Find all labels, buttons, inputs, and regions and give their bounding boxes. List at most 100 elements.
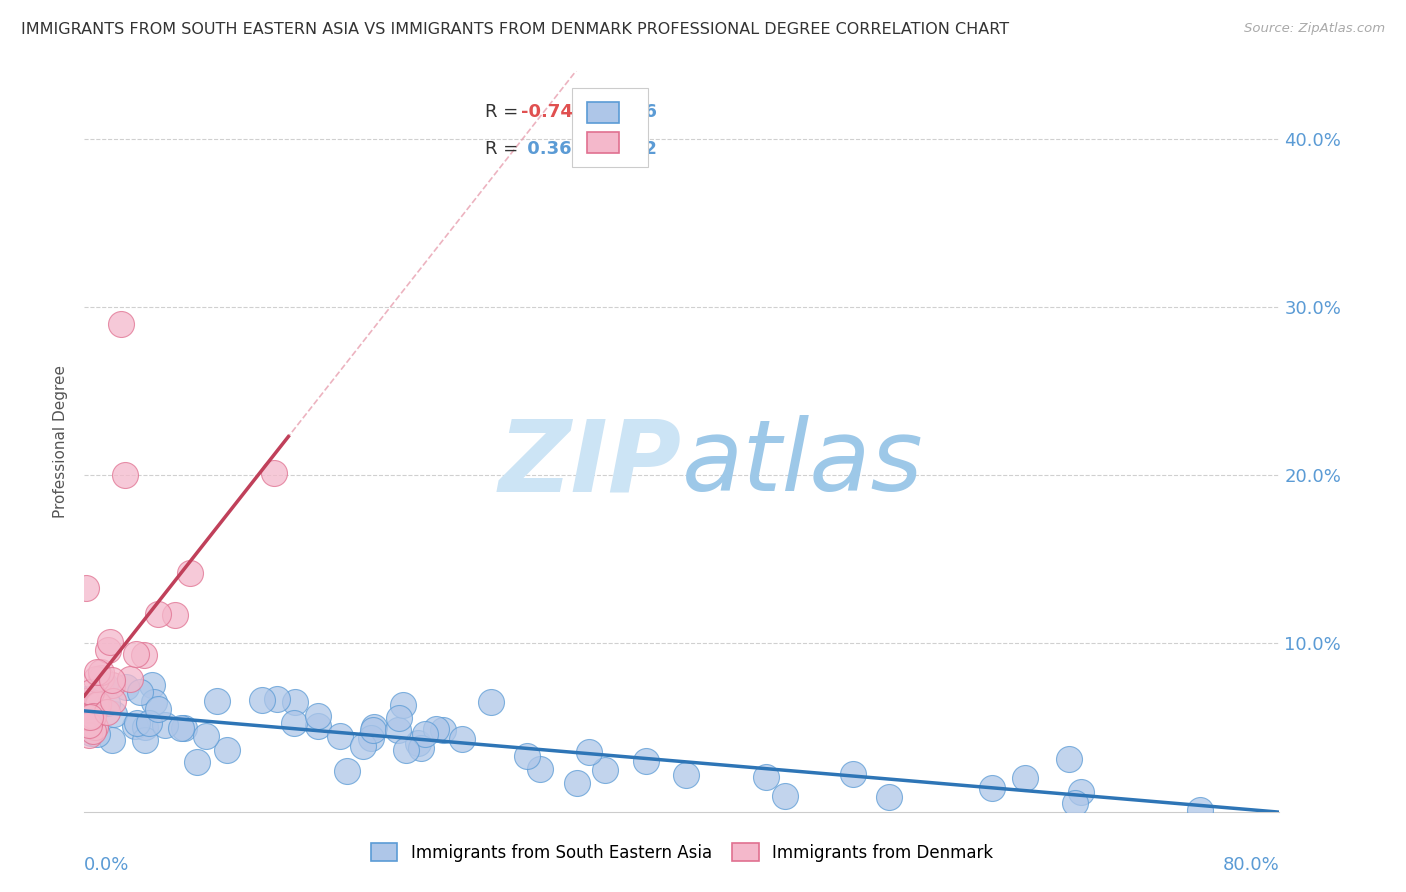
Point	[173, 721, 195, 735]
Point	[110, 317, 132, 331]
Point	[1070, 784, 1092, 798]
Point	[90, 665, 112, 680]
Point	[194, 729, 217, 743]
Point	[80, 709, 103, 723]
Text: 80.0%: 80.0%	[1223, 856, 1279, 874]
Point	[128, 685, 150, 699]
Text: ZIP: ZIP	[499, 416, 682, 512]
Point	[335, 764, 357, 779]
Point	[141, 678, 163, 692]
Point	[205, 694, 228, 708]
Text: atlas: atlas	[682, 416, 924, 512]
Point	[84, 672, 107, 686]
Point	[101, 673, 124, 687]
Point	[263, 466, 285, 480]
Point	[114, 468, 136, 483]
Point	[101, 694, 124, 708]
Point	[395, 742, 418, 756]
Point	[96, 696, 118, 710]
Point	[392, 698, 415, 713]
Point	[75, 710, 97, 724]
Y-axis label: Professional Degree: Professional Degree	[53, 365, 69, 518]
Text: N = 32: N = 32	[576, 140, 657, 158]
Point	[165, 607, 187, 622]
Point	[432, 723, 454, 737]
Point	[388, 711, 411, 725]
Point	[98, 635, 121, 649]
Point	[179, 566, 201, 581]
Point	[79, 710, 101, 724]
Point	[80, 685, 103, 699]
Point	[186, 755, 208, 769]
Point	[90, 672, 112, 686]
Text: R =: R =	[485, 140, 523, 158]
Point	[479, 695, 502, 709]
Point	[516, 749, 538, 764]
Legend: Immigrants from South Eastern Asia, Immigrants from Denmark: Immigrants from South Eastern Asia, Immi…	[363, 835, 1001, 870]
Point	[103, 707, 125, 722]
Point	[86, 727, 108, 741]
Point	[634, 755, 657, 769]
Point	[153, 717, 176, 731]
Point	[80, 725, 103, 739]
Point	[82, 709, 104, 723]
Point	[146, 607, 169, 621]
Point	[406, 736, 429, 750]
Point	[307, 719, 329, 733]
Point	[96, 705, 118, 719]
Text: 0.363: 0.363	[520, 140, 583, 158]
Point	[578, 745, 600, 759]
Point	[125, 715, 148, 730]
Point	[84, 698, 107, 713]
Point	[352, 739, 374, 754]
Point	[413, 727, 436, 741]
Text: R =: R =	[485, 103, 523, 121]
Point	[283, 715, 305, 730]
Point	[283, 695, 305, 709]
Point	[100, 733, 122, 747]
Point	[252, 693, 274, 707]
Point	[425, 722, 447, 736]
Point	[755, 771, 778, 785]
Point	[842, 767, 865, 781]
Point	[981, 780, 1004, 795]
Point	[529, 762, 551, 776]
Point	[411, 741, 433, 756]
Point	[97, 643, 120, 657]
Point	[83, 721, 105, 735]
Point	[120, 673, 142, 687]
Point	[75, 693, 97, 707]
Point	[1057, 752, 1080, 766]
Text: -0.747: -0.747	[520, 103, 585, 121]
Point	[675, 767, 697, 781]
Point	[451, 731, 474, 746]
Point	[101, 677, 124, 691]
Point	[146, 702, 169, 716]
Point	[307, 708, 329, 723]
Point	[329, 729, 352, 743]
Point	[773, 789, 796, 803]
Point	[82, 724, 104, 739]
Text: IMMIGRANTS FROM SOUTH EASTERN ASIA VS IMMIGRANTS FROM DENMARK PROFESSIONAL DEGRE: IMMIGRANTS FROM SOUTH EASTERN ASIA VS IM…	[21, 22, 1010, 37]
Point	[595, 763, 617, 777]
Point	[1014, 771, 1036, 785]
Point	[1188, 803, 1211, 817]
Point	[115, 681, 138, 695]
Point	[125, 647, 148, 661]
Point	[124, 719, 146, 733]
Point	[134, 733, 156, 747]
Point	[142, 695, 165, 709]
Text: Source: ZipAtlas.com: Source: ZipAtlas.com	[1244, 22, 1385, 36]
Point	[94, 678, 117, 692]
Point	[266, 692, 288, 706]
Point	[76, 692, 98, 706]
Text: 0.0%: 0.0%	[84, 856, 129, 874]
Point	[86, 697, 108, 711]
Point	[361, 723, 384, 737]
Point	[77, 718, 100, 732]
Text: N = 66: N = 66	[576, 103, 657, 121]
Point	[138, 716, 160, 731]
Point	[86, 698, 108, 713]
Point	[363, 720, 385, 734]
Point	[170, 721, 193, 735]
